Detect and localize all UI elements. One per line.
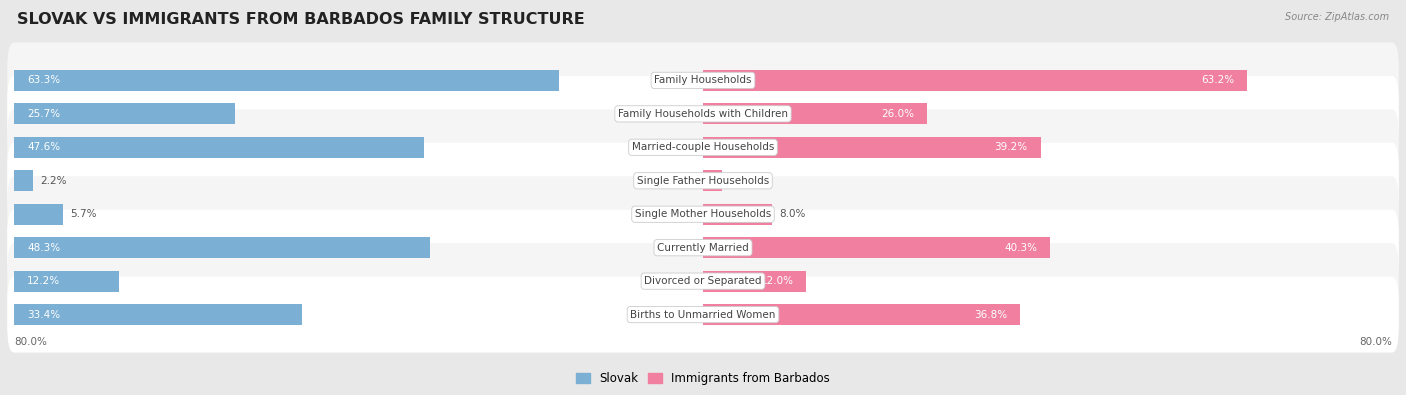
FancyBboxPatch shape: [7, 176, 1399, 252]
Bar: [703, 304, 1019, 325]
Bar: [14, 271, 120, 292]
Text: 39.2%: 39.2%: [994, 142, 1028, 152]
Bar: [703, 137, 1040, 158]
Bar: [703, 204, 772, 225]
Text: Births to Unmarried Women: Births to Unmarried Women: [630, 310, 776, 320]
Text: 36.8%: 36.8%: [974, 310, 1007, 320]
Bar: [14, 103, 235, 124]
Text: 40.3%: 40.3%: [1004, 243, 1038, 253]
Text: 80.0%: 80.0%: [1360, 337, 1392, 347]
Bar: [703, 237, 1050, 258]
Text: 12.0%: 12.0%: [761, 276, 793, 286]
Text: 2.2%: 2.2%: [728, 176, 755, 186]
Text: 12.2%: 12.2%: [27, 276, 60, 286]
Bar: [703, 271, 807, 292]
Bar: [14, 237, 430, 258]
Text: 63.3%: 63.3%: [27, 75, 60, 85]
Text: Currently Married: Currently Married: [657, 243, 749, 253]
Text: Family Households with Children: Family Households with Children: [619, 109, 787, 119]
Text: 63.2%: 63.2%: [1201, 75, 1234, 85]
Text: 80.0%: 80.0%: [14, 337, 46, 347]
Text: Family Households: Family Households: [654, 75, 752, 85]
Text: Single Mother Households: Single Mother Households: [636, 209, 770, 219]
Text: 5.7%: 5.7%: [70, 209, 97, 219]
Text: 47.6%: 47.6%: [27, 142, 60, 152]
Text: 2.2%: 2.2%: [39, 176, 66, 186]
Bar: [703, 70, 1247, 91]
Text: 48.3%: 48.3%: [27, 243, 60, 253]
Bar: [703, 170, 721, 191]
FancyBboxPatch shape: [7, 143, 1399, 219]
Text: 8.0%: 8.0%: [779, 209, 806, 219]
Text: Source: ZipAtlas.com: Source: ZipAtlas.com: [1285, 12, 1389, 22]
Bar: [14, 70, 560, 91]
Text: 25.7%: 25.7%: [27, 109, 60, 119]
Text: 26.0%: 26.0%: [882, 109, 914, 119]
Text: Married-couple Households: Married-couple Households: [631, 142, 775, 152]
FancyBboxPatch shape: [7, 276, 1399, 353]
Text: Divorced or Separated: Divorced or Separated: [644, 276, 762, 286]
Bar: [703, 103, 927, 124]
FancyBboxPatch shape: [7, 76, 1399, 152]
FancyBboxPatch shape: [7, 210, 1399, 286]
Legend: Slovak, Immigrants from Barbados: Slovak, Immigrants from Barbados: [576, 372, 830, 385]
FancyBboxPatch shape: [7, 109, 1399, 185]
Text: SLOVAK VS IMMIGRANTS FROM BARBADOS FAMILY STRUCTURE: SLOVAK VS IMMIGRANTS FROM BARBADOS FAMIL…: [17, 12, 585, 27]
Bar: [14, 170, 32, 191]
Bar: [14, 204, 63, 225]
Bar: [14, 137, 425, 158]
FancyBboxPatch shape: [7, 42, 1399, 118]
Text: Single Father Households: Single Father Households: [637, 176, 769, 186]
Text: 33.4%: 33.4%: [27, 310, 60, 320]
FancyBboxPatch shape: [7, 243, 1399, 319]
Bar: [14, 304, 302, 325]
